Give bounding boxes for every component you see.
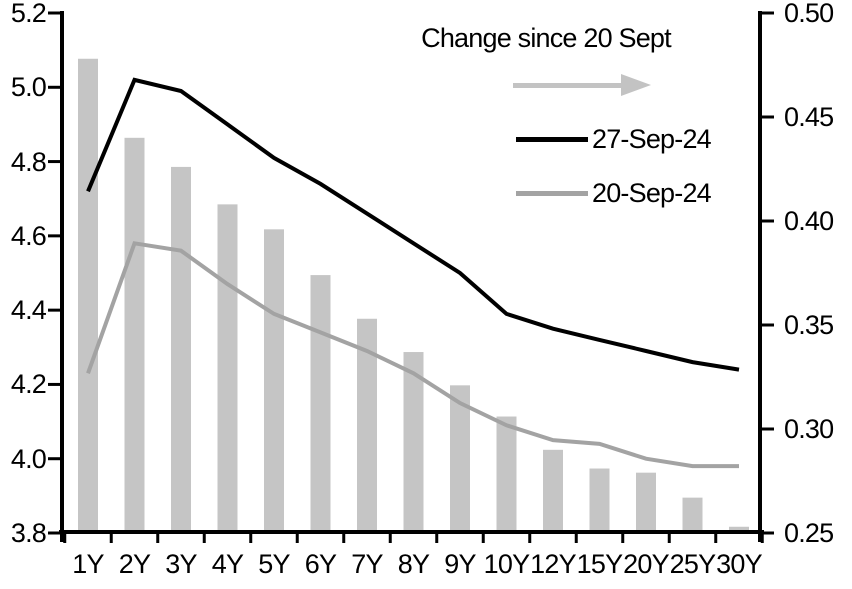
legend-line-sample-20-sep — [516, 191, 588, 196]
legend-label-20-sep: 20-Sep-24 — [592, 178, 712, 208]
bar — [171, 166, 191, 533]
bar — [682, 497, 703, 532]
right-axis-tick-label: 0.35 — [784, 310, 834, 340]
left-axis-tick-label: 4.0 — [10, 443, 47, 474]
x-axis-category-label: 25Y — [669, 549, 716, 579]
x-axis-category-label: 3Y — [165, 549, 197, 579]
right-axis-tick-label: 0.25 — [784, 518, 834, 548]
x-axis-category-label: 2Y — [118, 549, 151, 579]
bar — [589, 468, 610, 532]
left-axis-tick-label: 5.2 — [10, 0, 47, 28]
x-axis-category-label: 4Y — [211, 549, 244, 579]
left-axis-tick-label: 4.4 — [10, 295, 47, 326]
left-axis-tick-label: 4.2 — [10, 369, 47, 400]
bar — [403, 352, 424, 532]
right-axis-tick-label: 0.50 — [784, 0, 834, 28]
bar — [357, 318, 377, 532]
change-arrow-icon — [513, 74, 651, 96]
x-axis-category-label: 10Y — [483, 549, 530, 579]
x-axis-category-label: 6Y — [304, 549, 337, 579]
x-axis-category-label: 1Y — [72, 549, 104, 579]
right-axis-tick-label: 0.45 — [784, 102, 834, 132]
left-axis-tick-label: 5.0 — [10, 72, 47, 103]
x-axis-category-label: 15Y — [576, 549, 623, 579]
bar — [310, 275, 331, 532]
bar — [124, 137, 145, 533]
line-20-sep-24 — [86, 241, 739, 469]
x-axis-category-label: 12Y — [530, 549, 576, 579]
bar — [450, 385, 470, 532]
arrow-head — [621, 74, 651, 96]
bar — [217, 204, 238, 533]
legend-label-27-sep: 27-Sep-24 — [592, 124, 712, 154]
left-axis-tick-label: 4.8 — [10, 146, 47, 177]
bar — [264, 229, 284, 532]
arrow-shaft — [513, 83, 623, 88]
legend-title: Change since 20 Sept — [421, 23, 672, 53]
x-axis-category-label: 9Y — [444, 549, 476, 579]
right-axis-tick-label: 0.30 — [784, 414, 834, 444]
bar — [636, 472, 656, 532]
bar — [496, 416, 517, 532]
bar — [78, 58, 98, 532]
line-27-sep-24 — [86, 77, 740, 372]
x-axis-category-label: 8Y — [397, 549, 430, 579]
legend-line-sample-27-sep — [516, 137, 588, 142]
right-axis-tick-label: 0.40 — [784, 206, 834, 236]
left-axis-tick-label: 4.6 — [10, 220, 47, 251]
left-axis-tick-label: 3.8 — [10, 518, 47, 548]
x-axis-category-label: 30Y — [716, 549, 762, 579]
bar — [543, 449, 563, 532]
x-axis-category-label: 5Y — [258, 549, 290, 579]
bar — [729, 526, 749, 532]
x-axis-category-label: 7Y — [351, 549, 383, 579]
x-axis-category-label: 20Y — [623, 549, 669, 579]
